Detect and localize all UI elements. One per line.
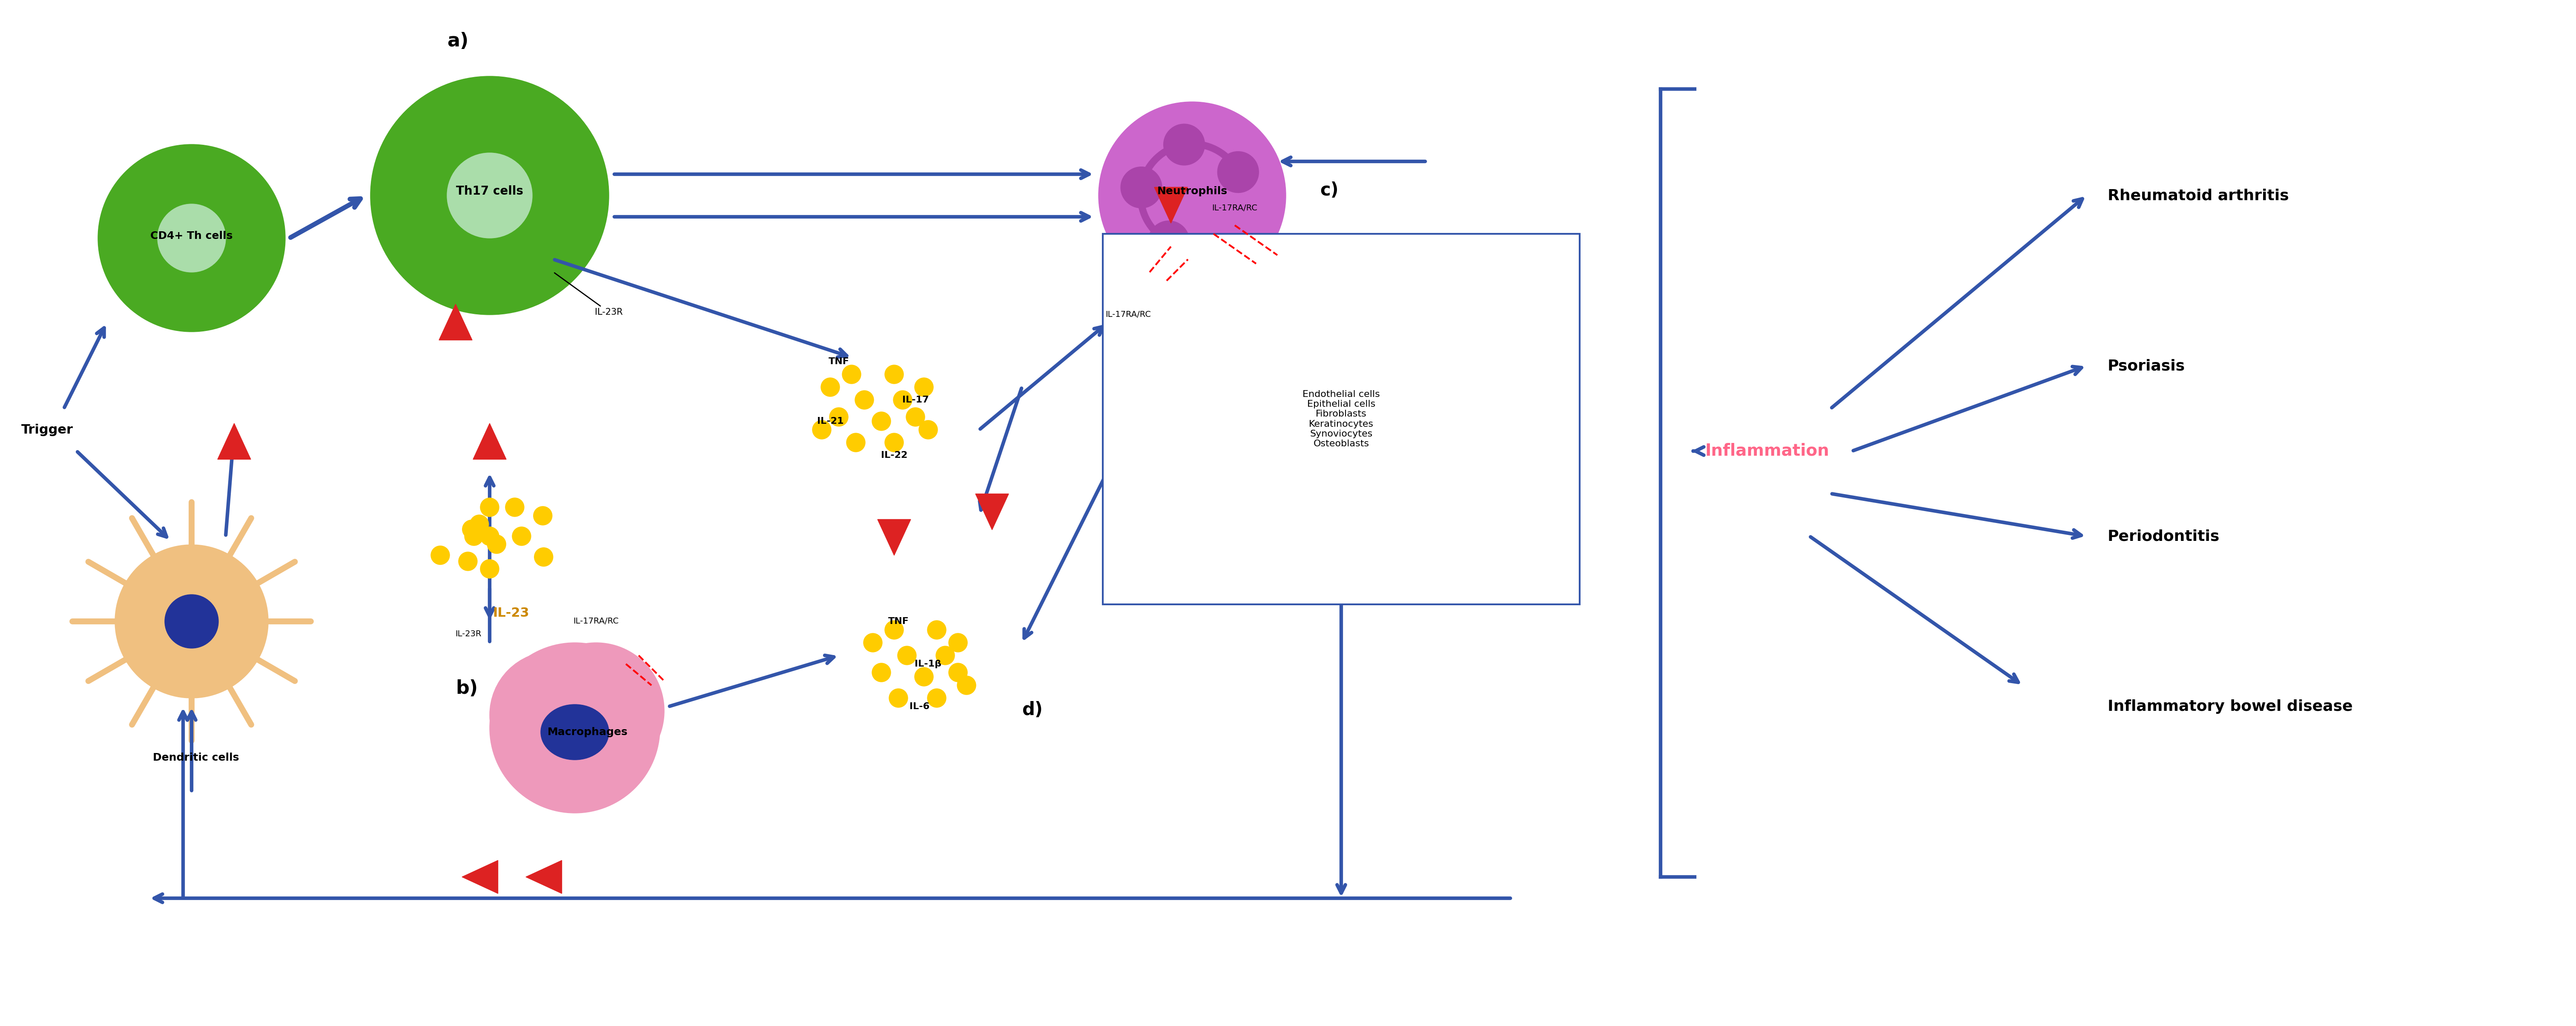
Circle shape <box>884 621 904 639</box>
Circle shape <box>98 145 286 331</box>
Text: IL-23R: IL-23R <box>554 273 623 316</box>
Circle shape <box>528 642 665 779</box>
Text: IL-17RA/RC: IL-17RA/RC <box>1213 204 1257 212</box>
Polygon shape <box>216 424 250 460</box>
Circle shape <box>497 677 600 779</box>
Text: c): c) <box>1319 182 1340 199</box>
Circle shape <box>855 391 873 409</box>
Polygon shape <box>438 304 471 340</box>
Circle shape <box>873 663 891 682</box>
Circle shape <box>920 421 938 439</box>
Circle shape <box>371 76 608 315</box>
Circle shape <box>459 552 477 570</box>
Circle shape <box>479 498 500 517</box>
Polygon shape <box>878 519 912 555</box>
Circle shape <box>505 498 523 517</box>
Polygon shape <box>526 861 562 894</box>
Circle shape <box>884 433 904 451</box>
Circle shape <box>958 676 976 695</box>
Polygon shape <box>461 861 497 894</box>
Circle shape <box>884 365 904 384</box>
Circle shape <box>927 688 945 707</box>
Text: Inflammatory bowel disease: Inflammatory bowel disease <box>2107 700 2352 714</box>
Circle shape <box>948 663 969 682</box>
Circle shape <box>889 688 907 707</box>
Text: TNF: TNF <box>829 357 850 366</box>
Circle shape <box>549 681 652 783</box>
Polygon shape <box>1154 187 1188 224</box>
Text: Endothelial cells
Epithelial cells
Fibroblasts
Keratinocytes
Synoviocytes
Osteob: Endothelial cells Epithelial cells Fibro… <box>1303 390 1381 448</box>
Text: Rheumatoid arthritis: Rheumatoid arthritis <box>2107 188 2290 203</box>
Circle shape <box>914 378 933 396</box>
Polygon shape <box>976 494 1010 529</box>
Circle shape <box>513 526 531 546</box>
Circle shape <box>502 689 613 800</box>
Circle shape <box>533 507 551 525</box>
Text: Trigger: Trigger <box>21 424 72 436</box>
Circle shape <box>1121 167 1162 208</box>
Circle shape <box>811 421 832 439</box>
Circle shape <box>907 407 925 427</box>
Circle shape <box>165 594 219 648</box>
Circle shape <box>863 633 881 653</box>
Text: IL-1β: IL-1β <box>914 660 943 668</box>
Circle shape <box>873 411 891 431</box>
Circle shape <box>927 621 945 639</box>
Circle shape <box>489 642 659 813</box>
Circle shape <box>489 652 618 779</box>
Text: IL-23: IL-23 <box>492 606 528 619</box>
Text: IL-17: IL-17 <box>902 396 930 404</box>
Circle shape <box>894 391 912 409</box>
Text: IL-17RA/RC: IL-17RA/RC <box>574 618 618 626</box>
Circle shape <box>461 520 482 539</box>
Circle shape <box>528 689 647 808</box>
Circle shape <box>829 407 848 427</box>
Circle shape <box>116 545 268 698</box>
Circle shape <box>842 365 860 384</box>
Text: Dendritic cells: Dendritic cells <box>152 752 240 762</box>
Circle shape <box>430 546 451 564</box>
Text: IL-21: IL-21 <box>817 417 842 426</box>
Circle shape <box>1097 102 1285 289</box>
Circle shape <box>533 548 554 566</box>
Circle shape <box>487 535 505 554</box>
Circle shape <box>469 515 489 534</box>
Text: Neutrophils: Neutrophils <box>1157 186 1226 196</box>
Text: IL-22: IL-22 <box>881 451 907 460</box>
Circle shape <box>1149 221 1190 262</box>
Text: IL-17RA/RC: IL-17RA/RC <box>1105 311 1151 319</box>
Circle shape <box>896 646 917 665</box>
Text: TNF: TNF <box>889 617 909 626</box>
Circle shape <box>448 153 533 238</box>
Text: Inflammation: Inflammation <box>1705 443 1829 459</box>
Text: IL-23R: IL-23R <box>456 630 482 638</box>
Circle shape <box>948 633 969 653</box>
Text: d): d) <box>1023 701 1043 719</box>
Circle shape <box>848 433 866 451</box>
Text: b): b) <box>456 679 477 698</box>
Circle shape <box>914 667 933 686</box>
Circle shape <box>157 204 227 272</box>
Text: Psoriasis: Psoriasis <box>2107 359 2184 373</box>
Text: IL-6: IL-6 <box>909 703 930 711</box>
Text: Th17 cells: Th17 cells <box>456 186 523 197</box>
Text: Periodontitis: Periodontitis <box>2107 529 2221 544</box>
Polygon shape <box>474 424 507 460</box>
Circle shape <box>464 526 484 546</box>
Text: CD4+ Th cells: CD4+ Th cells <box>149 231 232 241</box>
Circle shape <box>1164 124 1206 165</box>
Ellipse shape <box>541 705 608 760</box>
Circle shape <box>935 646 956 665</box>
Text: a): a) <box>448 32 469 50</box>
FancyBboxPatch shape <box>1103 234 1579 604</box>
Circle shape <box>479 526 500 546</box>
Text: Macrophages: Macrophages <box>549 727 629 738</box>
Circle shape <box>1218 152 1260 193</box>
Circle shape <box>822 378 840 396</box>
Circle shape <box>479 559 500 579</box>
